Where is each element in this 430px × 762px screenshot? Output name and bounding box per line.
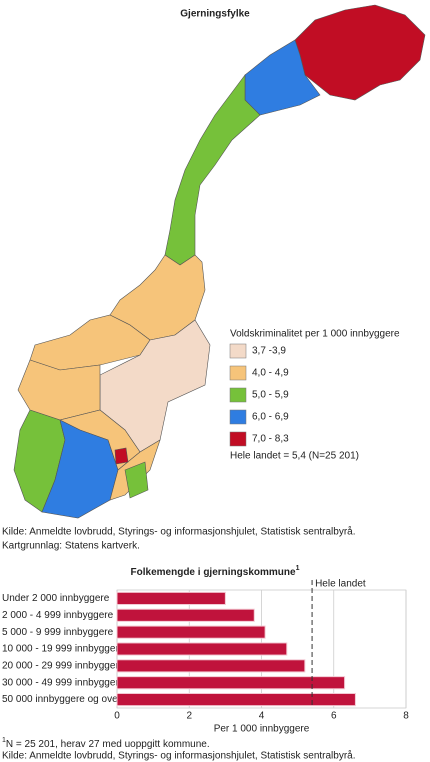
map xyxy=(13,4,426,519)
map-title: Gjerningsfylke xyxy=(180,9,250,20)
legend-swatch xyxy=(229,343,247,359)
legend-label: 6,0 - 6,9 xyxy=(252,412,289,423)
footnote: 1N = 25 201, herav 27 med uoppgitt kommu… xyxy=(2,737,210,750)
y-tick-label: 20 000 - 29 999 innbyggere xyxy=(2,660,125,671)
bar xyxy=(116,693,356,707)
y-tick-label: 2 000 - 4 999 innbyggere xyxy=(2,610,114,621)
map-note: Hele landet = 5,4 (N=25 201) xyxy=(230,451,359,462)
legend-swatch xyxy=(229,431,247,447)
map-region xyxy=(41,419,119,519)
y-tick-label: Under 2 000 innbyggere xyxy=(2,593,110,604)
source: Kilde: Anmeldte lovbrudd, Styrings- og i… xyxy=(2,526,356,538)
y-tick-label: 30 000 - 49 999 innbyggere xyxy=(2,677,125,688)
y-tick-label: 5 000 - 9 999 innbyggere xyxy=(2,627,114,638)
x-tick-label: 6 xyxy=(331,711,337,722)
bar xyxy=(116,642,288,656)
reference-label: Hele landet xyxy=(315,579,366,590)
legend: 3,7 -3,9 4,0 - 4,9 5,0 - 5,9 6,0 - 6,9 7,0 -… xyxy=(229,343,289,447)
legend-label: 7,0 - 8,3 xyxy=(252,434,289,445)
map-region xyxy=(124,461,149,499)
y-tick-label: 50 000 innbyggere og over xyxy=(2,694,122,705)
source: Kilde: Anmeldte lovbrudd, Styrings- og i… xyxy=(2,750,356,762)
legend-swatch xyxy=(229,365,247,381)
map-region xyxy=(114,447,129,465)
map-region xyxy=(164,74,261,266)
x-tick-label: 8 xyxy=(403,711,409,722)
chart-title: Folkemengde i gjerningskommune1 xyxy=(131,565,300,578)
legend-swatch xyxy=(229,409,247,425)
footnote-mark: 1 xyxy=(2,737,6,744)
x-axis-title: Per 1 000 innbyggere xyxy=(214,724,310,735)
y-tick-label: 10 000 - 19 999 innbyggere xyxy=(2,644,125,655)
legend-label: 5,0 - 5,9 xyxy=(252,390,289,401)
x-tick-label: 4 xyxy=(259,711,265,722)
chart-title-text: Folkemengde i gjerningskommune xyxy=(131,567,296,578)
footnote-mark: 1 xyxy=(296,565,300,572)
footnote-text: N = 25 201, herav 27 med uoppgitt kommun… xyxy=(6,739,210,750)
legend-title: Voldskriminalitet per 1 000 innbyggere xyxy=(230,329,400,340)
bar xyxy=(116,591,226,605)
bar xyxy=(116,659,306,673)
x-tick-label: 2 xyxy=(186,711,192,722)
map-region xyxy=(294,4,426,101)
x-tick-label: 0 xyxy=(114,711,120,722)
legend-swatch xyxy=(229,387,247,403)
bar xyxy=(116,676,346,690)
bar xyxy=(116,608,255,622)
source: Kartgrunnlag: Statens kartverk. xyxy=(2,541,140,552)
legend-label: 4,0 - 4,9 xyxy=(252,368,289,379)
legend-label: 3,7 -3,9 xyxy=(252,346,286,357)
bar xyxy=(116,625,266,639)
